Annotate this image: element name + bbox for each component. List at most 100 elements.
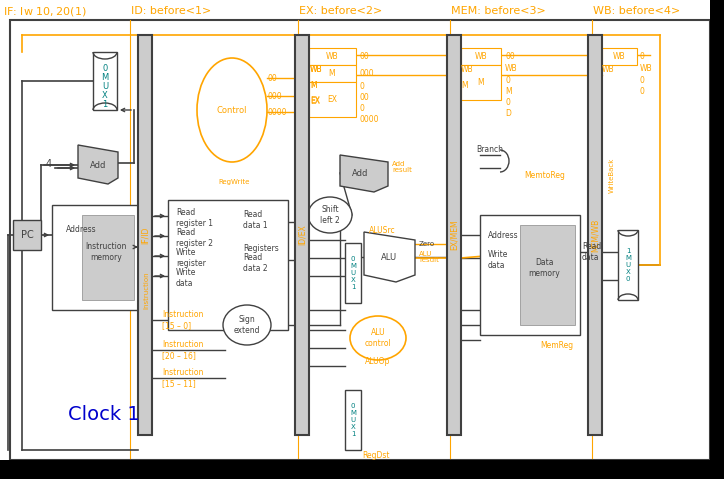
Bar: [138, 35, 152, 435]
Text: 000: 000: [268, 91, 282, 101]
Text: Write
register: Write register: [176, 248, 206, 268]
Text: Address: Address: [66, 225, 96, 234]
Text: 0
M
U
X
1: 0 M U X 1: [350, 256, 356, 290]
Text: 000: 000: [360, 68, 374, 78]
Bar: [13, 220, 41, 250]
Polygon shape: [340, 155, 388, 192]
Text: 4: 4: [46, 159, 52, 169]
Text: PC: PC: [20, 230, 33, 240]
Text: M: M: [478, 78, 484, 87]
Text: RegDst: RegDst: [362, 451, 390, 459]
Ellipse shape: [223, 305, 271, 345]
Text: WB: WB: [326, 52, 338, 60]
Text: 1
M
U
X
0: 1 M U X 0: [625, 248, 631, 282]
Text: 0: 0: [360, 81, 365, 91]
Text: RegWrite: RegWrite: [219, 179, 250, 185]
Text: 00: 00: [360, 52, 370, 60]
Text: MemtoReg: MemtoReg: [524, 171, 565, 180]
Text: Shift
left 2: Shift left 2: [320, 205, 340, 225]
Text: Read
data 1: Read data 1: [243, 210, 268, 230]
Text: ALUOp: ALUOp: [365, 357, 390, 366]
Text: Read
data 2: Read data 2: [243, 253, 268, 273]
Text: Write
data: Write data: [176, 268, 196, 288]
Text: U: U: [102, 81, 108, 91]
Text: M: M: [329, 68, 335, 78]
Text: Registers: Registers: [243, 243, 279, 252]
Text: 0000: 0000: [360, 114, 379, 124]
Text: ALU
result: ALU result: [419, 251, 439, 263]
Text: 0: 0: [505, 98, 510, 106]
Text: MEM: before<3>: MEM: before<3>: [451, 6, 546, 16]
Bar: [93, 52, 117, 110]
Text: IF: lw $10, 20($1): IF: lw $10, 20($1): [3, 4, 87, 18]
Bar: [52, 205, 140, 310]
Text: ID: before<1>: ID: before<1>: [131, 6, 211, 16]
Text: EX: EX: [327, 94, 337, 103]
Bar: [618, 230, 638, 300]
Text: WB: WB: [475, 52, 487, 60]
Text: X: X: [102, 91, 108, 100]
Text: EX: EX: [310, 96, 320, 105]
Bar: [461, 48, 501, 65]
Bar: [520, 225, 575, 325]
Text: 00: 00: [268, 73, 278, 82]
Text: Branch: Branch: [476, 146, 503, 155]
Bar: [602, 48, 637, 65]
Bar: [710, 0, 724, 479]
Text: 0: 0: [640, 87, 645, 95]
Text: Add
result: Add result: [392, 160, 412, 173]
Text: WriteBack: WriteBack: [609, 157, 615, 193]
Text: WB: WB: [310, 65, 323, 73]
Text: ID/EX: ID/EX: [298, 225, 306, 245]
Polygon shape: [78, 145, 118, 184]
Ellipse shape: [308, 197, 352, 233]
Text: ALU
control: ALU control: [365, 328, 392, 348]
Bar: [345, 390, 361, 450]
Text: Instruction: Instruction: [143, 271, 149, 309]
Text: Clock 1: Clock 1: [68, 406, 140, 424]
Text: ALUSrc: ALUSrc: [369, 226, 396, 235]
Bar: [295, 35, 309, 435]
Text: EX/MEM: EX/MEM: [450, 220, 458, 251]
Text: EX: EX: [310, 95, 320, 104]
Text: Add: Add: [352, 169, 369, 178]
Text: 0000: 0000: [268, 107, 287, 116]
Text: 0: 0: [360, 103, 365, 113]
Text: Read
register 2: Read register 2: [176, 228, 213, 248]
Text: Control: Control: [216, 105, 248, 114]
Text: MemReg: MemReg: [540, 341, 573, 350]
Text: M: M: [461, 80, 468, 90]
Bar: [447, 35, 461, 435]
Text: WB: WB: [310, 65, 323, 73]
Text: 0: 0: [102, 64, 108, 72]
Text: Sign
extend: Sign extend: [234, 315, 260, 335]
Text: Add: Add: [90, 160, 106, 170]
Text: Read
data: Read data: [582, 242, 601, 262]
Text: Instruction
[15 – 0]: Instruction [15 – 0]: [162, 310, 203, 330]
Text: Write
data: Write data: [488, 251, 508, 270]
Text: WB: WB: [613, 52, 626, 60]
Bar: [480, 215, 580, 335]
Text: WB: WB: [640, 64, 652, 72]
Bar: [82, 215, 134, 300]
Ellipse shape: [197, 58, 267, 162]
Text: ALU: ALU: [381, 252, 397, 262]
Text: Read
register 1: Read register 1: [176, 208, 213, 228]
Text: 0: 0: [640, 76, 645, 84]
Text: D: D: [505, 109, 511, 117]
Text: M: M: [505, 87, 512, 95]
Ellipse shape: [350, 316, 406, 360]
Text: WB: before<4>: WB: before<4>: [593, 6, 681, 16]
Text: Address: Address: [488, 230, 518, 240]
Text: Instruction
[15 – 11]: Instruction [15 – 11]: [162, 368, 203, 388]
Bar: [309, 48, 356, 65]
Text: Zero: Zero: [419, 241, 435, 247]
Text: 00: 00: [360, 92, 370, 102]
Text: M: M: [101, 72, 109, 81]
Polygon shape: [364, 232, 415, 282]
Bar: [309, 82, 356, 117]
Text: Data
memory: Data memory: [528, 258, 560, 278]
Text: M: M: [310, 80, 316, 90]
Text: 00: 00: [505, 52, 515, 60]
Bar: [168, 200, 288, 330]
